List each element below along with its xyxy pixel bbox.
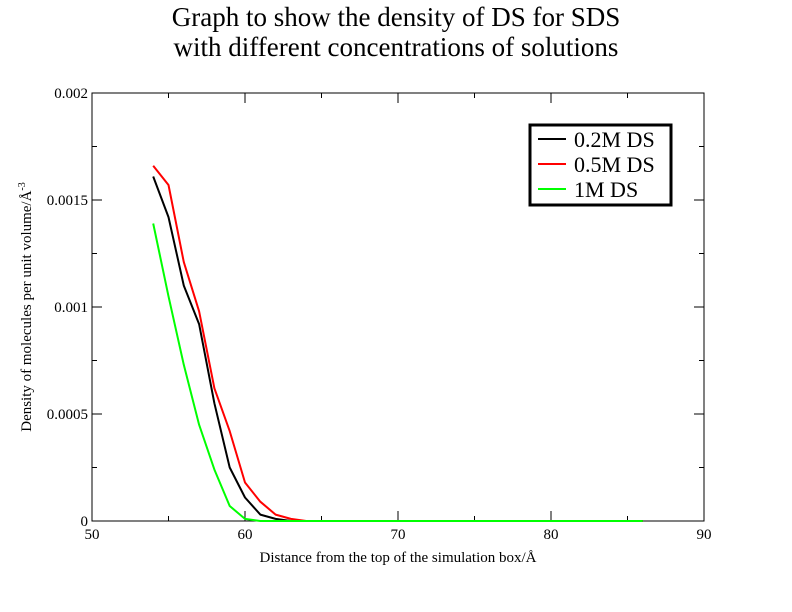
x-tick-label: 80 (544, 527, 559, 543)
y-axis-label-main: Density of molecules per unit volume/Å (19, 190, 35, 431)
x-axis-label: Distance from the top of the simulation … (259, 550, 536, 566)
series-line-0-2m-ds (152, 176, 643, 522)
y-axis-label: Density of molecules per unit volume/Å-3 (17, 182, 35, 432)
x-tick-label: 70 (391, 527, 406, 543)
y-tick-label: 0.002 (54, 86, 88, 102)
y-tick-label: 0.001 (54, 300, 88, 316)
y-tick-label: 0.0015 (47, 193, 88, 209)
x-tick-label: 60 (238, 527, 253, 543)
axis-ticks: 50 60 70 80 90 0 0.0005 0.001 0.0015 0.002 (47, 86, 712, 543)
legend-label: 0.2M DS (574, 127, 655, 152)
legend-label: 1M DS (574, 177, 638, 202)
series-line-1m-ds (152, 223, 643, 522)
y-tick-label: 0.0005 (47, 407, 88, 423)
y-tick-label: 0 (81, 514, 89, 530)
series-lines (152, 165, 643, 522)
series-line-0-5m-ds (152, 165, 643, 522)
x-tick-label: 50 (85, 527, 100, 543)
chart-title-line-2: with different concentrations of solutio… (173, 32, 619, 62)
y-axis-label-superscript: -3 (17, 182, 28, 190)
x-tick-label: 90 (697, 527, 712, 543)
chart-title-line-1: Graph to show the density of DS for SDS (171, 2, 621, 32)
legend-label: 0.5M DS (574, 152, 655, 177)
